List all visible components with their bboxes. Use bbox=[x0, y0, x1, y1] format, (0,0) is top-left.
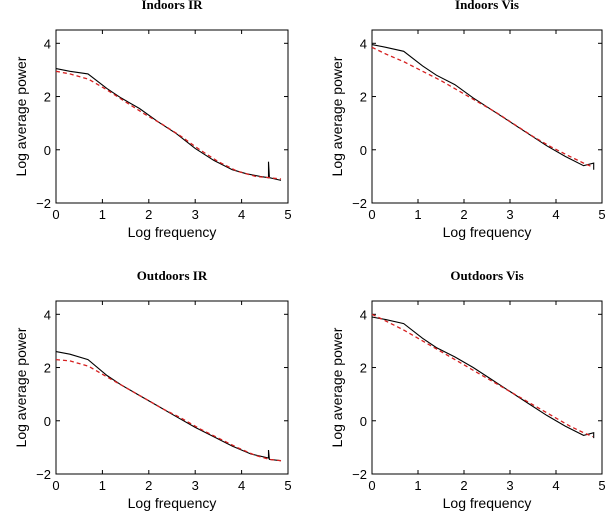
chart-title: Indoors Vis bbox=[455, 0, 519, 12]
x-tick-label: 1 bbox=[414, 478, 421, 493]
series-line-dashed bbox=[55, 70, 282, 180]
y-tick-label: 0 bbox=[360, 143, 367, 158]
x-tick-label: 2 bbox=[145, 207, 152, 222]
series-line-solid bbox=[55, 351, 282, 462]
y-axis-label: Log average power bbox=[329, 327, 345, 447]
y-tick-label: 0 bbox=[360, 414, 367, 429]
plot-frame bbox=[55, 29, 289, 204]
plot-frame bbox=[371, 29, 603, 204]
x-axis-label: Log frequency bbox=[128, 495, 217, 511]
x-tick-label: 5 bbox=[284, 207, 291, 222]
y-axis-label: Log average power bbox=[13, 327, 29, 447]
series-line-dashed bbox=[371, 46, 594, 168]
x-tick-label: 3 bbox=[192, 478, 199, 493]
y-tick-label: −2 bbox=[352, 196, 367, 211]
y-tick-label: 4 bbox=[44, 36, 51, 51]
y-tick-label: −2 bbox=[36, 467, 51, 482]
x-tick-label: 2 bbox=[460, 478, 467, 493]
x-tick-label: 1 bbox=[414, 207, 421, 222]
series-line-solid bbox=[371, 316, 595, 439]
x-tick-label: 5 bbox=[598, 478, 605, 493]
y-axis-label: Log average power bbox=[329, 56, 345, 176]
y-tick-label: 2 bbox=[360, 361, 367, 376]
y-axis-label: Log average power bbox=[13, 56, 29, 176]
x-axis-label: Log frequency bbox=[443, 224, 532, 240]
x-tick-label: 0 bbox=[368, 478, 375, 493]
y-tick-label: 2 bbox=[44, 90, 51, 105]
x-axis-label: Log frequency bbox=[128, 224, 217, 240]
chart-title: Outdoors Vis bbox=[450, 268, 523, 283]
x-axis-label: Log frequency bbox=[443, 495, 532, 511]
x-tick-label: 3 bbox=[192, 207, 199, 222]
x-tick-label: 4 bbox=[238, 478, 245, 493]
y-tick-label: 4 bbox=[44, 307, 51, 322]
y-tick-label: 2 bbox=[44, 361, 51, 376]
x-tick-label: 4 bbox=[552, 207, 559, 222]
x-tick-label: 4 bbox=[238, 207, 245, 222]
x-tick-label: 2 bbox=[145, 478, 152, 493]
x-tick-label: 5 bbox=[284, 478, 291, 493]
x-tick-label: 5 bbox=[598, 207, 605, 222]
x-tick-label: 4 bbox=[552, 478, 559, 493]
x-tick-label: 3 bbox=[506, 207, 513, 222]
chart-title: Indoors IR bbox=[141, 0, 203, 12]
plot-frame bbox=[371, 300, 603, 475]
series-line-solid bbox=[55, 68, 282, 181]
series-line-dashed bbox=[55, 358, 282, 462]
x-tick-label: 2 bbox=[460, 207, 467, 222]
x-tick-label: 1 bbox=[99, 207, 106, 222]
y-tick-label: −2 bbox=[352, 467, 367, 482]
y-tick-label: 2 bbox=[360, 90, 367, 105]
chart-title: Outdoors IR bbox=[137, 268, 208, 283]
y-tick-label: −2 bbox=[36, 196, 51, 211]
y-tick-label: 0 bbox=[44, 143, 51, 158]
x-tick-label: 0 bbox=[52, 207, 59, 222]
x-tick-label: 3 bbox=[506, 478, 513, 493]
x-tick-label: 1 bbox=[99, 478, 106, 493]
x-tick-label: 0 bbox=[368, 207, 375, 222]
plot-frame bbox=[55, 300, 289, 475]
y-tick-label: 0 bbox=[44, 414, 51, 429]
x-tick-label: 0 bbox=[52, 478, 59, 493]
y-tick-label: 4 bbox=[360, 36, 367, 51]
y-tick-label: 4 bbox=[360, 307, 367, 322]
